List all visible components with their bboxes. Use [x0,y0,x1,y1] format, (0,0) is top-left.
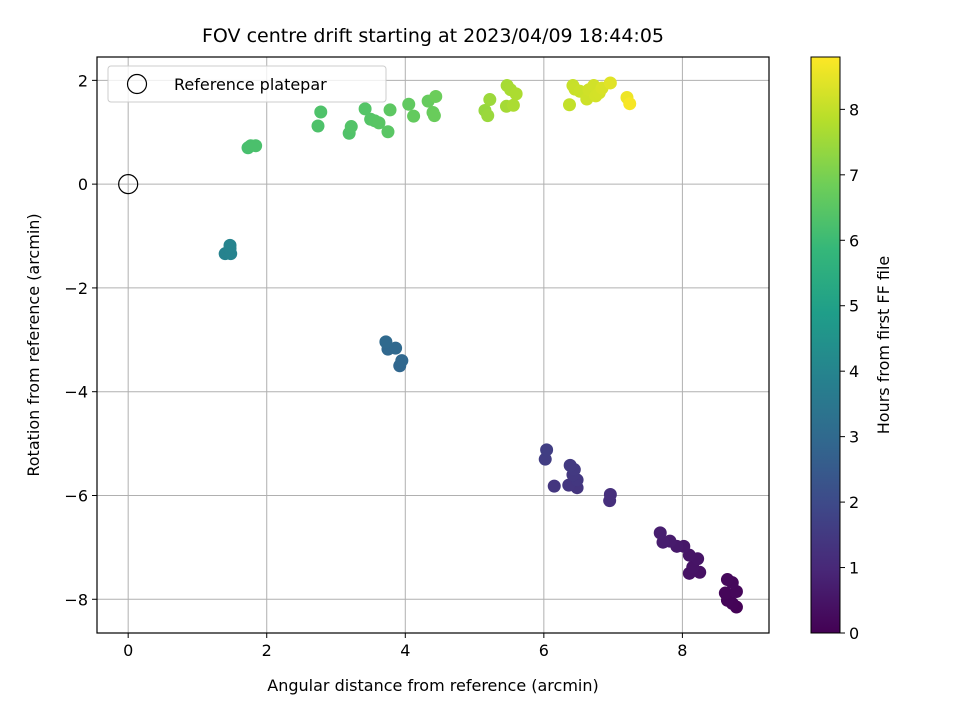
data-point [718,586,732,600]
colorbar-tick-label: 6 [849,231,859,250]
y-tick-label: −8 [64,590,88,609]
y-tick-label: 2 [78,71,88,90]
colorbar-tick-label: 0 [849,624,859,643]
legend-label: Reference platepar [174,75,327,94]
x-tick-label: 2 [262,641,272,660]
y-tick-label: −2 [64,279,88,298]
data-point [379,335,393,349]
data-point [358,102,372,116]
colorbar-tick-label: 8 [849,100,859,119]
colorbar-tick-label: 7 [849,166,859,185]
data-point [314,105,328,119]
data-point [623,97,637,111]
y-tick-label: 0 [78,175,88,194]
x-axis: 0 2 4 6 8 [123,633,687,660]
data-point [427,109,441,123]
y-axis: −8 −6 −4 −2 0 2 [64,71,97,609]
colorbar: 0 1 2 3 4 5 6 7 8 Hours from first FF file [810,56,893,643]
data-point [223,238,237,252]
y-tick-label: −4 [64,383,88,402]
y-axis-label: Rotation from reference (arcmin) [24,213,43,476]
x-tick-label: 8 [677,641,687,660]
legend-box [107,65,387,103]
y-tick-label: −6 [64,486,88,505]
colorbar-label: Hours from first FF file [874,256,893,435]
legend: Reference platepar [107,65,387,103]
data-point [249,139,263,153]
colorbar-ticks: 0 1 2 3 4 5 6 7 8 [840,100,859,643]
colorbar-tick-label: 2 [849,493,859,512]
data-point [603,487,617,501]
data-point [563,458,577,472]
colorbar-tick-label: 4 [849,362,859,381]
x-axis-label: Angular distance from reference (arcmin) [267,676,598,695]
colorbar-tick-label: 3 [849,428,859,447]
plot-frame [96,56,770,634]
data-point [720,573,734,587]
chart-title: FOV centre drift starting at 2023/04/09 … [202,25,664,47]
data-point [383,103,397,117]
data-point [653,526,667,540]
data-point [540,443,554,457]
x-tick-label: 0 [123,641,133,660]
colorbar-scale [810,56,841,634]
colorbar-tick-label: 1 [849,559,859,578]
x-tick-label: 4 [400,641,410,660]
data-point [603,76,617,90]
data-point [481,109,495,123]
reference-point [118,174,139,195]
data-point [402,97,416,111]
data-point [407,109,421,123]
data-point [372,116,386,130]
data-point [311,119,325,133]
data-point [562,98,576,112]
data-point [429,89,443,103]
data-point [483,93,497,107]
data-point [547,479,561,493]
data-point [381,125,395,139]
x-tick-label: 6 [539,641,549,660]
colorbar-tick-label: 5 [849,297,859,316]
data-point [506,98,520,112]
data-point [509,87,523,101]
data-point [389,341,403,355]
data-point [344,120,358,134]
reference-marker [118,174,139,195]
data-point [395,354,409,368]
data-points [218,76,743,614]
legend-marker [126,73,148,95]
